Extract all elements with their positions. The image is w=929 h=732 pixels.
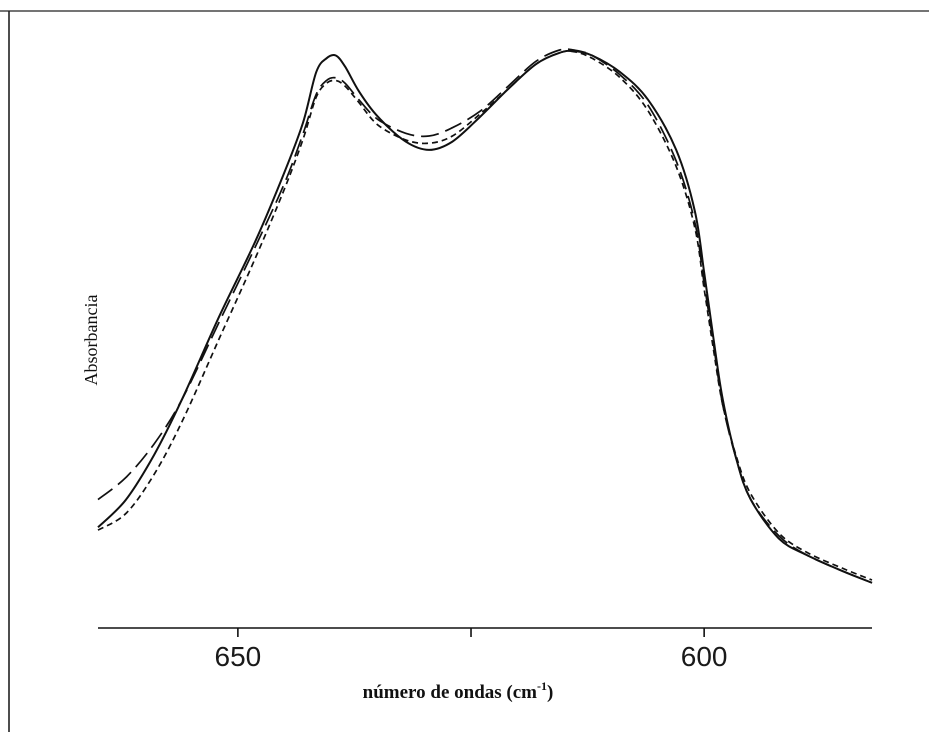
series-line-solid	[97, 49, 873, 584]
x-axis-ticks: 650 600	[215, 628, 728, 672]
series-group	[97, 48, 873, 584]
x-axis-label: número de ondas (cm-1)	[363, 679, 554, 703]
series-line-short-dash	[97, 50, 873, 581]
x-axis-label-superscript: -1	[537, 679, 547, 693]
y-axis-label: Absorbancia	[81, 295, 101, 386]
x-axis-label-close: )	[547, 682, 553, 703]
x-axis-label-main: número de ondas (cm	[363, 682, 538, 703]
series-line-long-dash	[97, 48, 873, 584]
x-tick-label-650: 650	[215, 641, 262, 672]
x-tick-label-600: 600	[681, 641, 728, 672]
